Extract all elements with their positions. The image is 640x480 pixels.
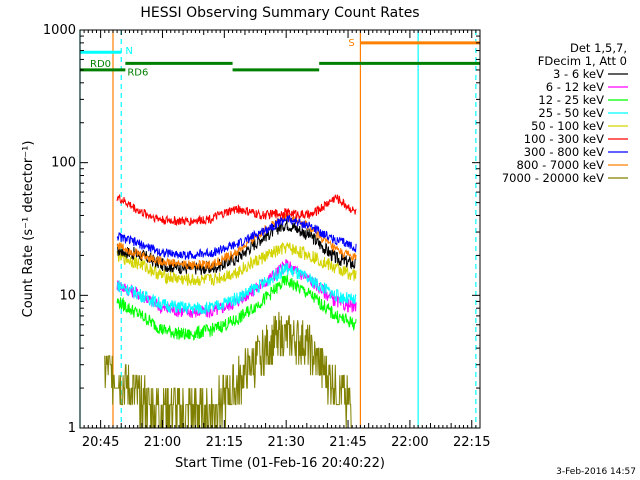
series-line	[116, 218, 357, 275]
legend-label: 7000 - 20000 keV	[502, 171, 604, 185]
series-line	[116, 194, 357, 227]
legend-header: FDecim 1, Att 0	[538, 54, 627, 68]
y-tick-label: 1	[68, 421, 76, 436]
legend-label: 300 - 800 keV	[524, 145, 604, 159]
series-line	[116, 214, 357, 260]
x-tick-label: 22:15	[453, 435, 490, 450]
generation-timestamp: 3-Feb-2016 14:57	[556, 467, 636, 477]
plot-frame	[79, 29, 481, 429]
y-tick-label: 100	[51, 156, 76, 171]
legend-label: 6 - 12 keV	[546, 80, 604, 94]
series-line	[116, 274, 357, 342]
x-tick-label: 21:00	[144, 435, 181, 450]
legend-label: 800 - 7000 keV	[516, 158, 604, 172]
legend-header: Det 1,5,7,	[570, 41, 627, 55]
series-line	[104, 311, 353, 429]
series-line	[116, 242, 357, 287]
state-label-rd6: RD6	[127, 67, 148, 78]
x-tick-label: 21:30	[267, 435, 304, 450]
plot-area: RD0 RD6 N S	[79, 30, 480, 429]
x-tick-label: 20:45	[82, 435, 119, 450]
y-tick-label: 1000	[43, 23, 76, 38]
legend-label: 3 - 6 keV	[553, 67, 604, 81]
x-axis-label: Start Time (01-Feb-16 20:40:22)	[175, 456, 385, 471]
legend-label: 50 - 100 keV	[531, 119, 604, 133]
y-axis-label: Count Rate (s⁻¹ detector⁻¹)	[21, 141, 36, 318]
legend-label: 100 - 300 keV	[524, 132, 604, 146]
state-label-s: S	[348, 38, 354, 49]
y-tick-label: 10	[59, 288, 76, 303]
x-tick-label: 21:15	[206, 435, 243, 450]
legend-label: 25 - 50 keV	[538, 106, 604, 120]
x-tick-label: 21:45	[329, 435, 366, 450]
x-tick-label: 22:00	[391, 435, 428, 450]
chart-title: HESSI Observing Summary Count Rates	[140, 5, 419, 21]
series-line	[116, 263, 357, 315]
state-label-n: N	[125, 46, 132, 57]
legend-label: 12 - 25 keV	[538, 93, 604, 107]
state-label-rd0: RD0	[90, 59, 111, 70]
axes: 1 10 100 1000 20:45 21:00 21:15 21:30 21:45 22:00…	[43, 23, 491, 450]
